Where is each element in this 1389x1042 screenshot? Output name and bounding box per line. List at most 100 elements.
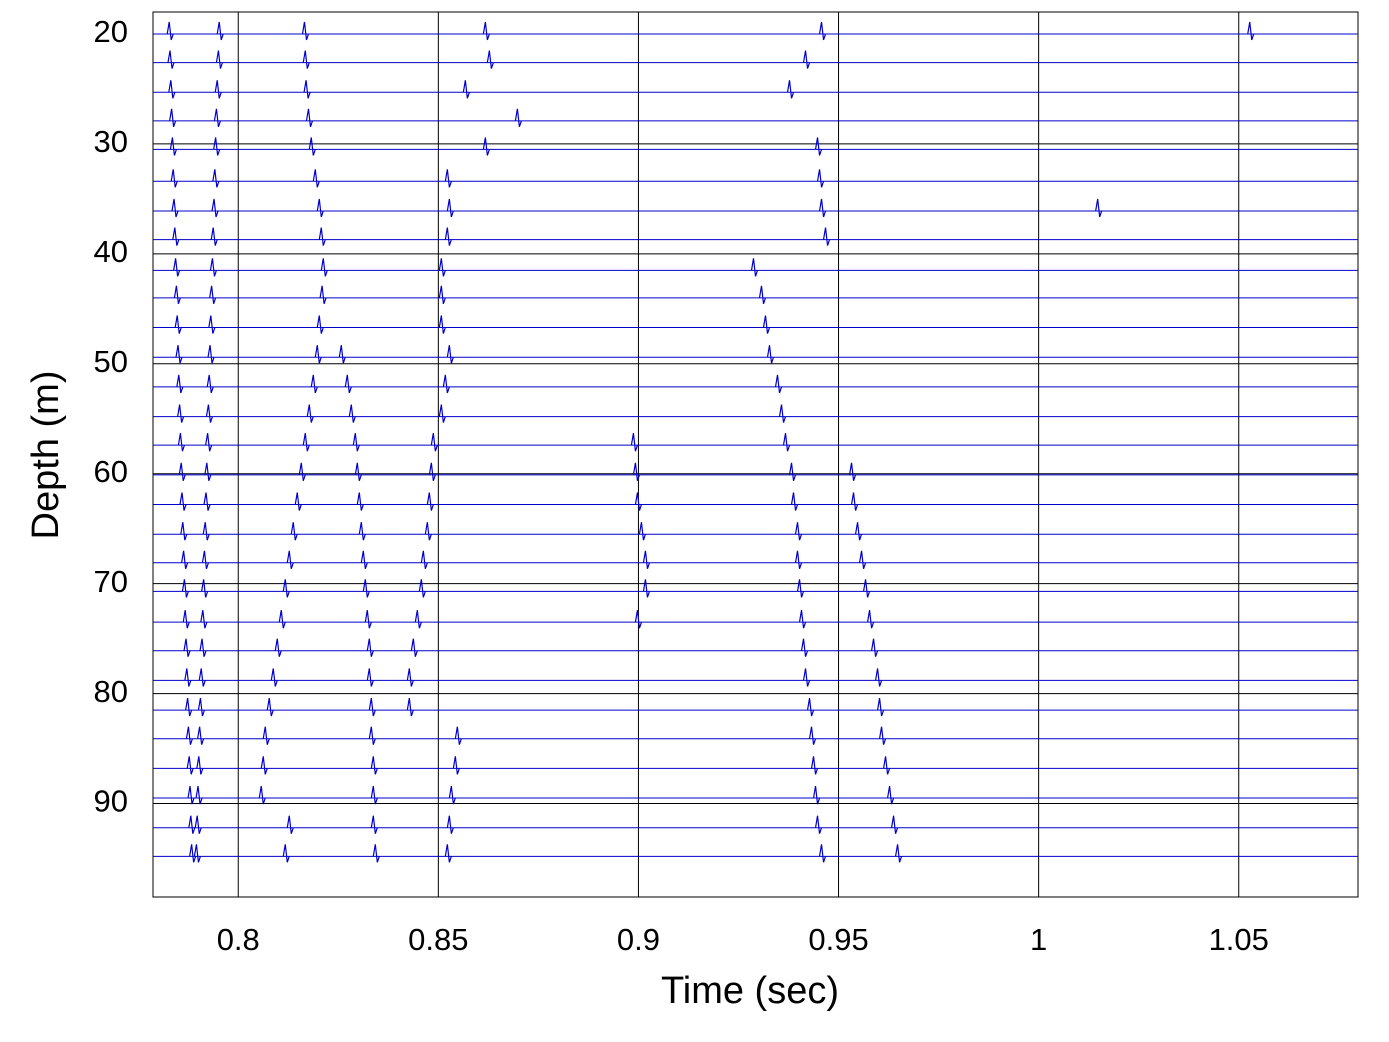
trace-event xyxy=(270,668,278,687)
trace-event xyxy=(312,169,320,188)
trace-event xyxy=(808,726,817,745)
x-tick-label: 0.9 xyxy=(617,922,660,957)
trace-event xyxy=(308,137,316,156)
trace-event xyxy=(406,698,414,717)
trace-event xyxy=(181,550,189,569)
trace-event xyxy=(179,492,187,511)
trace-event xyxy=(274,638,282,657)
y-tick-label: 60 xyxy=(94,454,128,489)
trace-event xyxy=(370,785,378,805)
trace-event xyxy=(630,433,639,452)
trace-event xyxy=(816,169,825,188)
trace-event xyxy=(438,315,446,334)
trace-event xyxy=(798,610,807,629)
trace-event xyxy=(366,668,374,687)
trace-event xyxy=(796,579,805,598)
x-axis-title: Time (sec) xyxy=(661,970,839,1012)
trace-event xyxy=(782,433,791,452)
trace-event xyxy=(806,698,815,717)
trace-event xyxy=(788,462,797,482)
trace-event xyxy=(286,815,294,834)
trace-event xyxy=(642,550,651,569)
trace-event xyxy=(205,433,213,452)
trace-event xyxy=(878,726,887,745)
trace-event xyxy=(338,345,346,364)
trace-event xyxy=(209,258,217,277)
trace-event xyxy=(446,345,454,364)
trace-event xyxy=(410,638,418,657)
trace-event xyxy=(424,522,432,541)
trace-event xyxy=(372,844,380,863)
trace-event xyxy=(1095,198,1103,218)
trace-event xyxy=(172,227,180,246)
trace-event xyxy=(762,315,771,334)
trace-event xyxy=(452,756,460,775)
trace-event xyxy=(438,285,446,305)
y-tick-label: 40 xyxy=(94,234,128,269)
trace-event xyxy=(854,522,863,541)
trace-event xyxy=(310,374,318,394)
trace-event xyxy=(188,815,196,834)
trace-event xyxy=(282,579,290,598)
trace-event xyxy=(802,50,811,69)
trace-event xyxy=(175,345,183,364)
trace-event xyxy=(197,726,205,745)
trace-event xyxy=(802,668,811,687)
trace-event xyxy=(758,285,767,305)
trace-event xyxy=(420,550,428,569)
trace-event xyxy=(306,404,314,423)
trace-event xyxy=(794,550,803,569)
trace-event xyxy=(209,285,217,305)
trace-event xyxy=(210,227,218,246)
trace-event xyxy=(167,50,175,69)
trace-event xyxy=(207,345,215,364)
trace-event xyxy=(448,785,456,805)
trace-event xyxy=(800,638,809,657)
trace-event xyxy=(894,844,903,863)
trace-event xyxy=(200,610,208,629)
trace-event xyxy=(438,258,446,277)
trace-event xyxy=(302,433,310,452)
trace-event xyxy=(195,785,203,805)
trace-event xyxy=(262,726,270,745)
trace-event xyxy=(169,137,177,156)
y-tick-label: 50 xyxy=(94,344,128,379)
trace-event xyxy=(1247,21,1255,41)
trace-event xyxy=(446,198,454,218)
x-tick-label: 0.95 xyxy=(808,922,868,957)
trace-event xyxy=(634,492,643,511)
trace-event xyxy=(444,169,452,188)
trace-event xyxy=(850,492,859,511)
trace-event xyxy=(514,108,522,128)
trace-event xyxy=(213,108,222,128)
trace-event xyxy=(862,579,871,598)
trace-event xyxy=(766,345,775,364)
trace-event xyxy=(183,638,191,657)
trace-event xyxy=(876,698,885,717)
plot-frame xyxy=(152,11,1359,898)
trace-event xyxy=(301,21,310,41)
x-tick-label: 1 xyxy=(1030,922,1047,957)
trace-event xyxy=(294,492,302,511)
trace-event xyxy=(370,815,378,834)
trace-event xyxy=(360,550,368,569)
trace-event xyxy=(426,492,434,511)
trace-event xyxy=(818,21,827,41)
trace-event xyxy=(302,50,310,69)
trace-event xyxy=(318,227,326,246)
trace-event xyxy=(366,638,374,657)
trace-event xyxy=(442,374,450,394)
trace-event xyxy=(316,198,324,218)
trace-event xyxy=(266,698,274,717)
trace-event xyxy=(197,698,205,717)
trace-event xyxy=(344,374,352,394)
trace-event xyxy=(414,610,422,629)
trace-event xyxy=(184,668,192,687)
y-axis-title: Depth (m) xyxy=(25,371,67,540)
trace-event xyxy=(278,610,286,629)
trace-event xyxy=(316,315,324,334)
trace-event xyxy=(196,756,204,775)
trace-event xyxy=(364,610,372,629)
trace-event xyxy=(319,285,327,305)
